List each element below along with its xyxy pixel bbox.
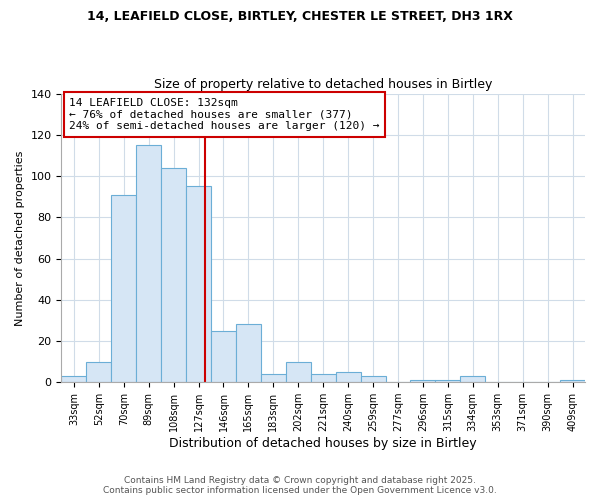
Bar: [460, 376, 485, 382]
Bar: [211, 330, 236, 382]
Bar: [86, 362, 111, 382]
Bar: [111, 194, 136, 382]
Text: 14, LEAFIELD CLOSE, BIRTLEY, CHESTER LE STREET, DH3 1RX: 14, LEAFIELD CLOSE, BIRTLEY, CHESTER LE …: [87, 10, 513, 23]
Bar: [261, 374, 286, 382]
Bar: [286, 362, 311, 382]
Bar: [361, 376, 386, 382]
Bar: [436, 380, 460, 382]
X-axis label: Distribution of detached houses by size in Birtley: Distribution of detached houses by size …: [169, 437, 477, 450]
Bar: [161, 168, 186, 382]
Bar: [410, 380, 436, 382]
Text: 14 LEAFIELD CLOSE: 132sqm
← 76% of detached houses are smaller (377)
24% of semi: 14 LEAFIELD CLOSE: 132sqm ← 76% of detac…: [69, 98, 380, 131]
Bar: [560, 380, 585, 382]
Bar: [61, 376, 86, 382]
Bar: [335, 372, 361, 382]
Title: Size of property relative to detached houses in Birtley: Size of property relative to detached ho…: [154, 78, 493, 91]
Bar: [186, 186, 211, 382]
Text: Contains HM Land Registry data © Crown copyright and database right 2025.
Contai: Contains HM Land Registry data © Crown c…: [103, 476, 497, 495]
Bar: [136, 145, 161, 382]
Bar: [311, 374, 335, 382]
Bar: [236, 324, 261, 382]
Y-axis label: Number of detached properties: Number of detached properties: [15, 150, 25, 326]
